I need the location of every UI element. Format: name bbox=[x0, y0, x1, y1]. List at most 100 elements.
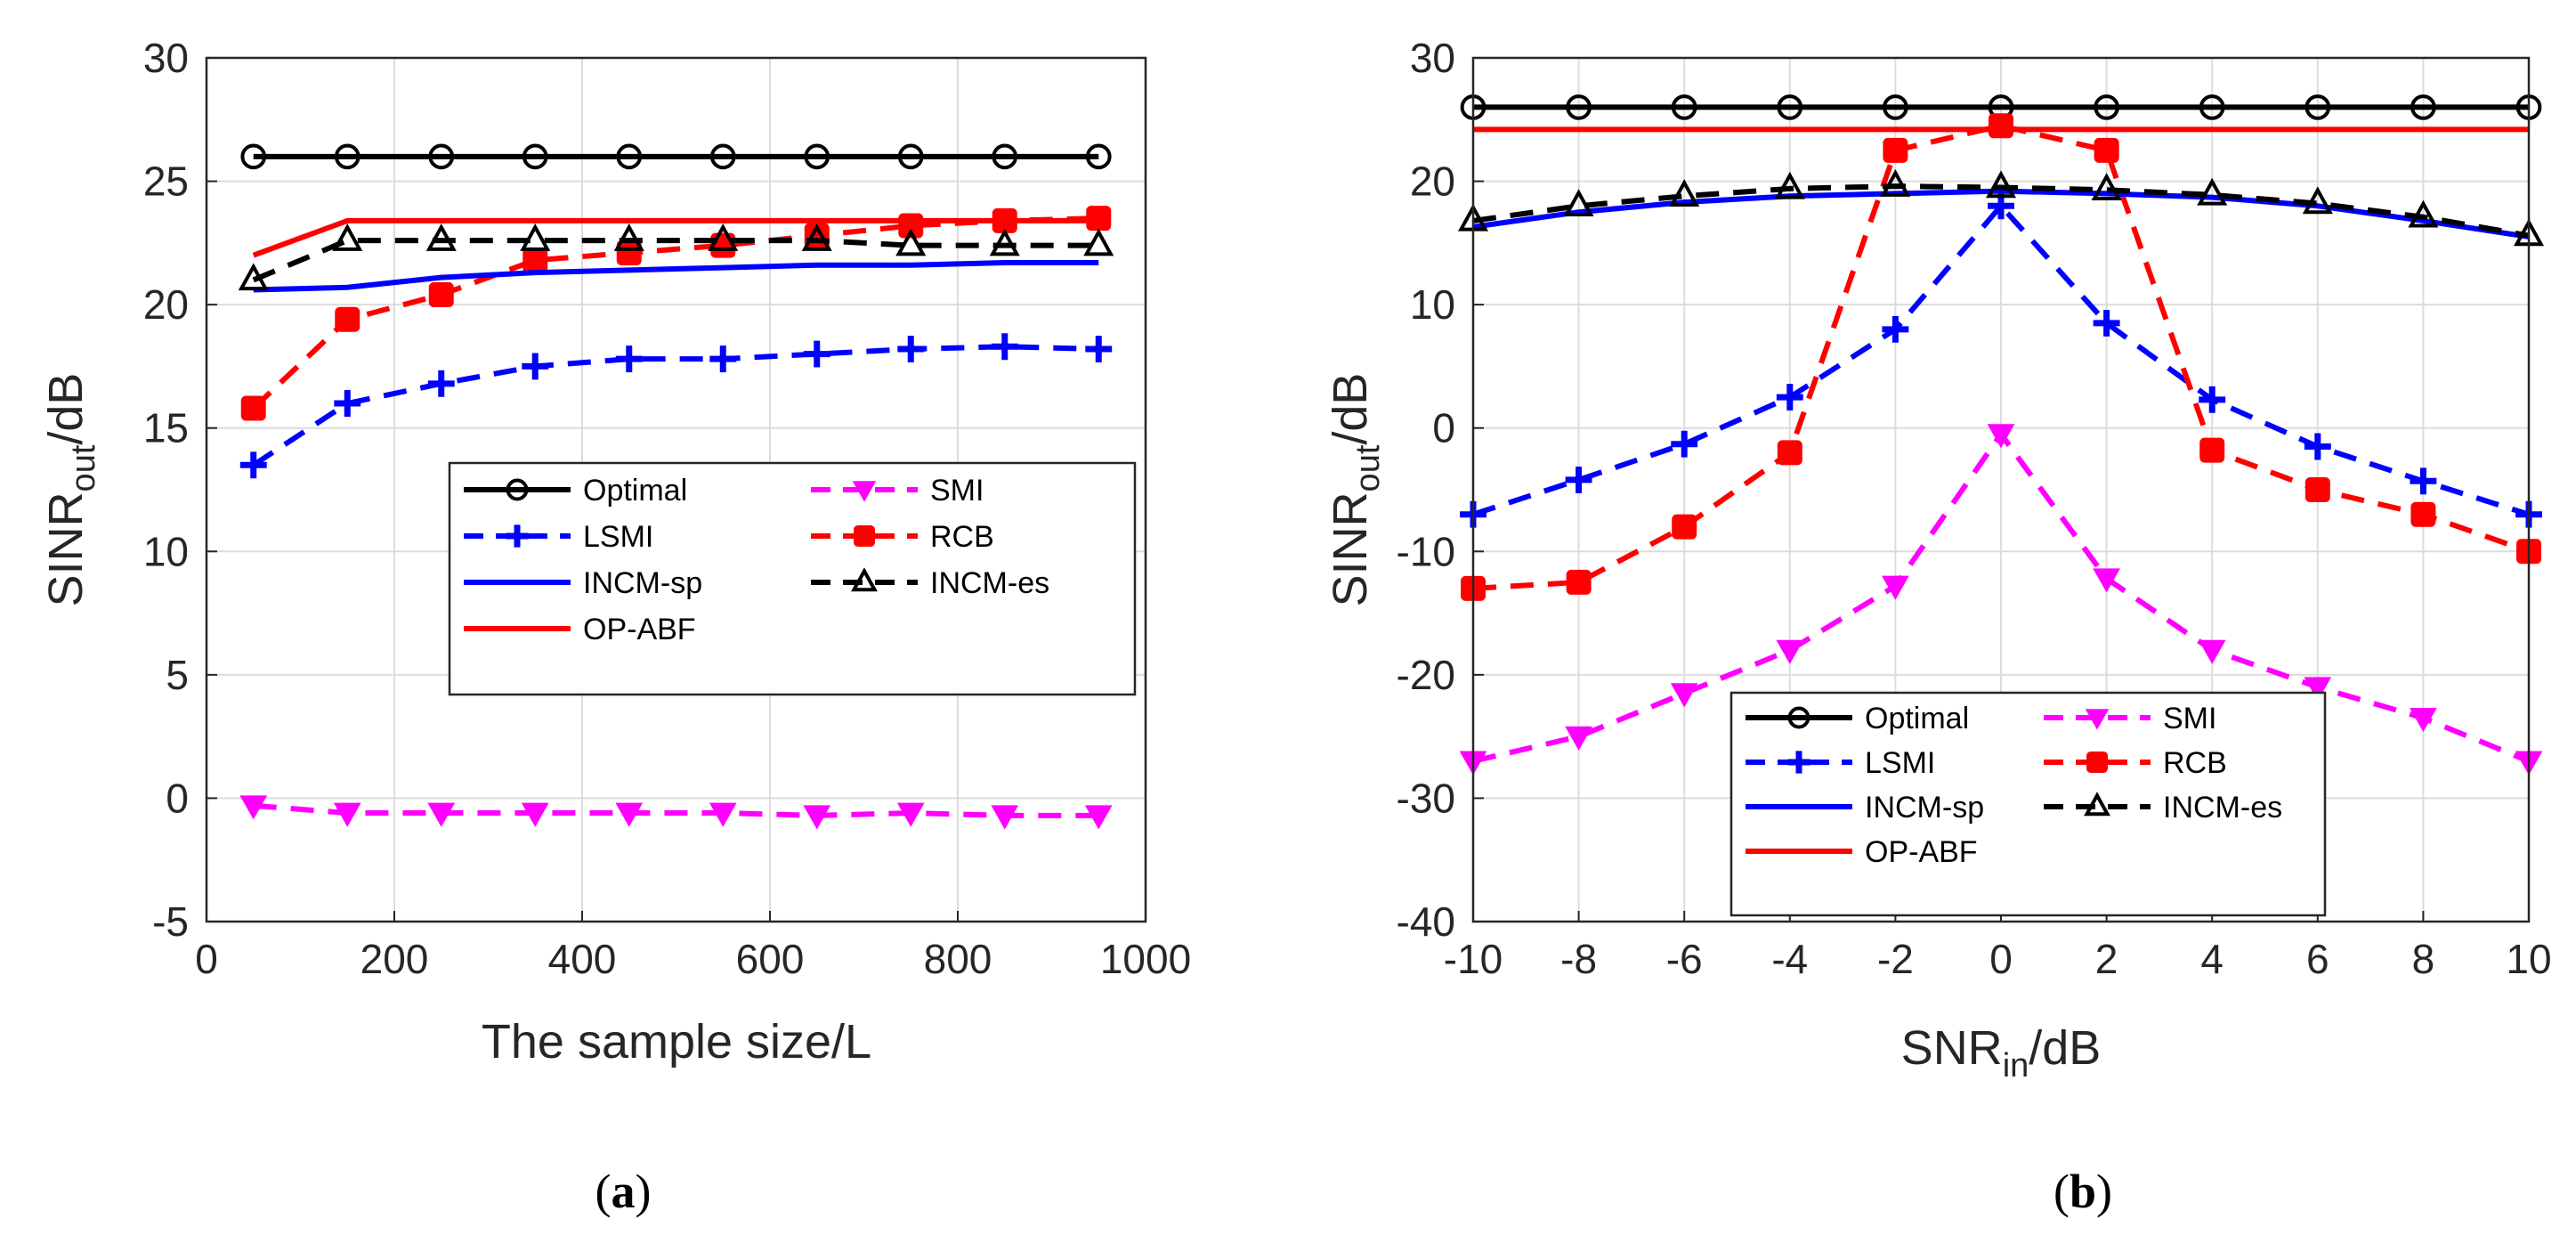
point-b-incm-es-4 bbox=[1880, 169, 1911, 197]
legend-marker-a-rcb bbox=[854, 525, 875, 547]
series-line-b-lsmi bbox=[1472, 203, 2530, 517]
point-b-incm-es-6 bbox=[2091, 173, 2122, 201]
x-tick-label-b-7: 4 bbox=[2200, 936, 2224, 982]
point-a-lsmi-1 bbox=[334, 390, 361, 417]
point-b-optimal-9 bbox=[2410, 94, 2436, 120]
x-tick-label-a-5: 1000 bbox=[1100, 936, 1191, 982]
x-tick-label-a-2: 400 bbox=[548, 936, 617, 982]
point-b-lsmi-3 bbox=[1776, 384, 1803, 411]
legend-label-b-incm-sp: INCM-sp bbox=[1865, 791, 1984, 825]
point-a-lsmi-2 bbox=[427, 370, 455, 397]
point-a-optimal-9 bbox=[1085, 143, 1112, 170]
point-b-incm-es-2 bbox=[1669, 179, 1700, 207]
point-b-incm-es-7 bbox=[2197, 177, 2228, 206]
y-tick-label-a-5: 20 bbox=[143, 281, 189, 328]
legend-marker-b-incm-es bbox=[2084, 792, 2110, 817]
point-b-rcb-9 bbox=[2410, 501, 2436, 527]
point-b-smi-9 bbox=[2410, 707, 2437, 733]
legend-label-b-lsmi: LSMI bbox=[1865, 746, 1935, 780]
point-b-rcb-2 bbox=[1672, 514, 1697, 540]
point-a-lsmi-4 bbox=[615, 345, 643, 373]
caption-a: (a) bbox=[595, 1165, 652, 1218]
x-tick-label-b-5: 0 bbox=[1989, 936, 2013, 982]
series-line-a-incm-es bbox=[252, 238, 1099, 283]
y-tick-label-b-3: -10 bbox=[1397, 528, 1455, 574]
point-b-rcb-3 bbox=[1777, 440, 1802, 466]
point-a-optimal-6 bbox=[804, 143, 830, 170]
point-a-incm-es-5 bbox=[708, 223, 739, 251]
legend-marker-a-lsmi bbox=[506, 524, 529, 548]
point-a-smi-5 bbox=[709, 802, 737, 827]
point-b-optimal-4 bbox=[1883, 94, 1908, 120]
x-label-rest-b: /dB bbox=[2029, 1021, 2101, 1075]
y-tick-label-b-0: -40 bbox=[1397, 898, 1455, 945]
point-b-incm-es-9 bbox=[2408, 199, 2439, 228]
y-tick-label-b-6: 20 bbox=[1410, 158, 1455, 205]
legend-label-b-optimal: Optimal bbox=[1865, 702, 1969, 735]
point-b-rcb-6 bbox=[2094, 137, 2119, 163]
point-b-rcb-4 bbox=[1883, 137, 1908, 163]
x-tick-label-b-1: -8 bbox=[1560, 936, 1597, 982]
point-b-lsmi-8 bbox=[2304, 433, 2331, 460]
y-tick-label-a-6: 25 bbox=[143, 158, 189, 205]
x-tick-label-b-0: -10 bbox=[1444, 936, 1503, 982]
legend-marker-a-incm-es bbox=[851, 567, 878, 592]
point-b-smi-3 bbox=[1776, 639, 1804, 664]
series-line-a-incm-sp bbox=[253, 260, 1099, 293]
point-a-smi-0 bbox=[239, 795, 268, 820]
point-b-rcb-8 bbox=[2305, 477, 2330, 502]
point-b-lsmi-6 bbox=[2093, 309, 2120, 337]
y-tick-label-b-2: -20 bbox=[1397, 652, 1455, 698]
y-label-base-a: SINR bbox=[39, 492, 93, 606]
point-b-smi-1 bbox=[1565, 726, 1592, 751]
legend-label-a-optimal: Optimal bbox=[583, 474, 687, 508]
point-a-lsmi-6 bbox=[803, 340, 830, 368]
legend-a: Optimal SMI LSMI RCB INCM-sp INCM-es OP-ABF bbox=[448, 461, 1137, 696]
point-b-optimal-7 bbox=[2199, 94, 2225, 120]
point-a-smi-4 bbox=[615, 802, 644, 827]
point-b-incm-es-5 bbox=[1985, 170, 2017, 199]
legend-label-a-incm-sp: INCM-sp bbox=[583, 566, 702, 600]
point-a-lsmi-7 bbox=[897, 336, 925, 362]
legend-marker-b-lsmi bbox=[1787, 751, 1810, 774]
point-a-rcb-2 bbox=[428, 282, 454, 308]
point-a-rcb-3 bbox=[522, 248, 548, 273]
point-a-incm-es-0 bbox=[238, 263, 269, 291]
legend-label-b-op-abf: OP-ABF bbox=[1865, 835, 1978, 869]
legend-marker-b-smi bbox=[2085, 709, 2110, 730]
y-tick-label-a-0: -5 bbox=[152, 898, 189, 945]
y-tick-label-b-4: 0 bbox=[1432, 405, 1455, 451]
point-b-smi-5 bbox=[1987, 424, 2015, 449]
y-tick-label-a-4: 15 bbox=[143, 405, 189, 451]
point-a-incm-es-4 bbox=[613, 223, 644, 251]
y-tick-label-b-7: 30 bbox=[1410, 35, 1455, 81]
point-b-incm-es-3 bbox=[1774, 171, 1805, 199]
x-tick-label-b-2: -6 bbox=[1666, 936, 1703, 982]
y-label-sub-a: out bbox=[65, 444, 102, 492]
caption-a-close: ) bbox=[636, 1165, 652, 1218]
legend-marker-b-optimal bbox=[1787, 706, 1810, 729]
point-a-lsmi-9 bbox=[1085, 336, 1113, 362]
caption-b: (b) bbox=[2054, 1165, 2112, 1218]
x-tick-label-b-4: -2 bbox=[1877, 936, 1914, 982]
x-tick-label-b-6: 2 bbox=[2095, 936, 2118, 982]
point-b-lsmi-2 bbox=[1671, 430, 1698, 458]
point-b-smi-4 bbox=[1882, 575, 1909, 600]
point-a-optimal-0 bbox=[240, 143, 267, 170]
series-line-a-smi bbox=[253, 802, 1099, 818]
point-a-incm-es-7 bbox=[895, 228, 927, 256]
point-b-incm-es-8 bbox=[2302, 186, 2333, 215]
point-a-smi-8 bbox=[991, 805, 1019, 830]
legend-label-a-smi: SMI bbox=[930, 474, 984, 508]
x-axis-label-b: SNRin/dB bbox=[1901, 1021, 2102, 1085]
series-line-b-incm-es bbox=[1472, 183, 2530, 239]
y-label-rest-b: /dB bbox=[1324, 373, 1377, 445]
point-b-lsmi-9 bbox=[2410, 467, 2437, 495]
point-a-lsmi-5 bbox=[709, 345, 737, 373]
x-tick-label-a-4: 800 bbox=[924, 936, 992, 982]
y-tick-label-a-3: 10 bbox=[143, 528, 189, 574]
point-b-lsmi-4 bbox=[1882, 315, 1909, 343]
legend-label-b-smi: SMI bbox=[2163, 702, 2216, 735]
